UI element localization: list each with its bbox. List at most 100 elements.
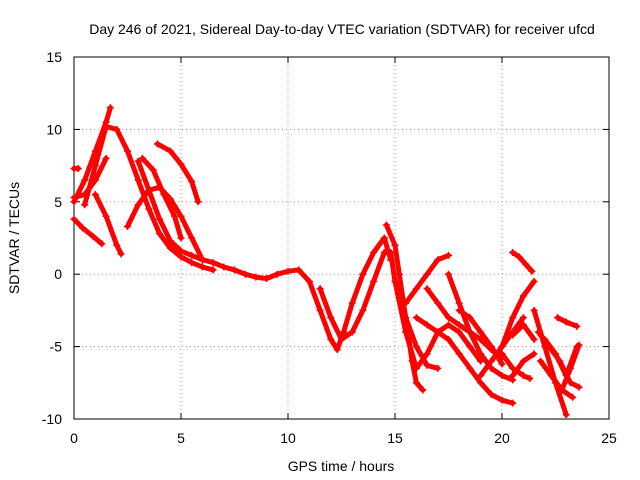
data-point xyxy=(498,350,506,358)
data-point xyxy=(487,390,495,398)
series-sat-u xyxy=(498,277,538,351)
data-point xyxy=(188,234,196,242)
series-line xyxy=(403,252,451,306)
data-point xyxy=(402,328,410,336)
data-point xyxy=(423,270,431,278)
data-point xyxy=(348,328,356,336)
data-point xyxy=(445,314,452,322)
series-line xyxy=(531,307,569,418)
data-point xyxy=(295,266,303,274)
data-point xyxy=(455,306,463,314)
series-sat-a xyxy=(70,104,114,206)
data-point xyxy=(434,256,442,264)
y-tick-label: 10 xyxy=(46,121,62,137)
data-point xyxy=(534,328,542,336)
data-point xyxy=(231,266,238,274)
data-point xyxy=(477,372,485,380)
data-point xyxy=(455,321,463,329)
series-sat-y xyxy=(509,248,536,275)
y-tick-labels: -10 -5 0 5 10 15 xyxy=(42,49,62,427)
data-point xyxy=(134,176,142,184)
data-point xyxy=(284,267,292,275)
data-point xyxy=(434,328,442,336)
data-point xyxy=(575,383,583,391)
data-point xyxy=(509,399,517,407)
data-point xyxy=(89,233,97,241)
data-point xyxy=(526,374,534,382)
data-point xyxy=(370,277,378,285)
data-point xyxy=(554,314,562,322)
data-point xyxy=(434,299,442,307)
data-point xyxy=(316,306,324,314)
data-point xyxy=(220,263,228,271)
data-point xyxy=(177,234,185,242)
data-point xyxy=(102,123,110,131)
data-point xyxy=(573,322,581,330)
data-point xyxy=(241,270,249,278)
data-point xyxy=(348,299,356,307)
data-point xyxy=(316,285,324,293)
series-sat-e xyxy=(81,123,217,274)
data-point xyxy=(188,251,196,259)
x-tick-labels: 0 5 10 15 20 25 xyxy=(70,430,617,446)
data-point xyxy=(106,104,114,112)
data-point xyxy=(575,341,583,349)
data-point xyxy=(74,164,82,172)
data-point xyxy=(519,357,527,365)
data-point xyxy=(391,241,399,249)
data-point xyxy=(91,191,99,199)
data-point xyxy=(519,292,527,300)
data-point xyxy=(138,154,146,162)
data-point xyxy=(498,360,506,368)
series-line xyxy=(92,192,124,257)
data-point xyxy=(412,379,420,387)
data-point xyxy=(552,350,559,358)
chart-title: Day 246 of 2021, Sidereal Day-to-day VTE… xyxy=(89,21,595,37)
series-line xyxy=(317,250,394,342)
data-point xyxy=(537,357,545,365)
data-point xyxy=(455,328,463,336)
series-sat-r xyxy=(445,270,517,384)
data-point xyxy=(423,361,431,369)
series-sat-b xyxy=(70,215,106,248)
data-point xyxy=(273,270,281,278)
data-point xyxy=(487,357,495,365)
data-point xyxy=(412,343,420,351)
data-point xyxy=(522,260,530,268)
series-sat-n xyxy=(391,277,485,372)
data-point xyxy=(117,250,125,258)
data-point xyxy=(177,212,185,220)
data-point xyxy=(498,372,506,380)
data-point xyxy=(198,256,206,264)
y-tick-label: 5 xyxy=(54,194,62,210)
data-point xyxy=(113,241,121,249)
data-point xyxy=(547,372,555,380)
data-point xyxy=(509,314,517,322)
data-point xyxy=(177,160,185,168)
x-tick-label: 20 xyxy=(494,430,510,446)
data-point xyxy=(327,335,335,343)
data-point xyxy=(562,318,570,326)
series-line xyxy=(499,278,537,350)
data-point xyxy=(562,411,570,419)
data-point xyxy=(395,270,403,278)
series-sat-i xyxy=(153,140,202,206)
data-point xyxy=(370,248,378,256)
data-point xyxy=(252,273,260,281)
data-point xyxy=(79,224,87,232)
data-point xyxy=(153,140,161,148)
data-point xyxy=(102,212,110,220)
data-point xyxy=(519,321,527,329)
data-point xyxy=(466,343,474,351)
data-point xyxy=(530,335,538,343)
data-point xyxy=(382,221,390,229)
data-point xyxy=(498,396,506,404)
data-point xyxy=(434,364,442,372)
data-point xyxy=(515,253,523,261)
y-tick-label: 15 xyxy=(46,49,62,65)
series-line xyxy=(82,124,216,273)
data-point xyxy=(530,350,538,358)
data-point xyxy=(149,166,157,174)
data-point xyxy=(455,350,463,358)
y-axis-label: SDTVAR / TECUs xyxy=(6,182,22,294)
